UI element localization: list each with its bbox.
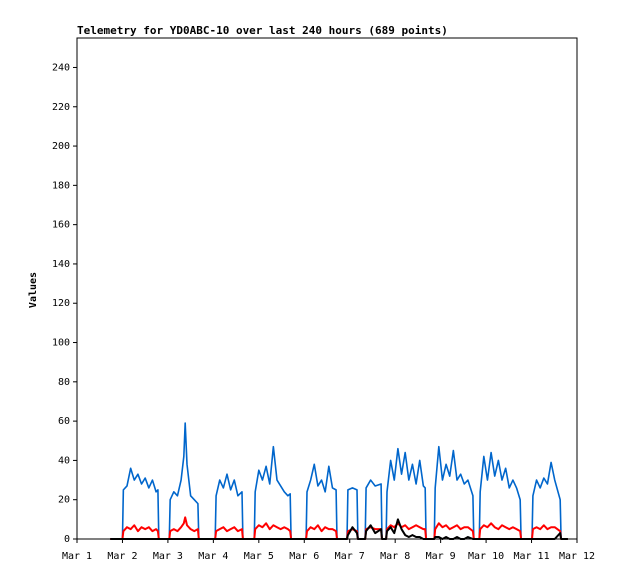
- y-tick-label: 140: [52, 259, 70, 270]
- y-tick-label: 20: [58, 495, 70, 506]
- y-tick-label: 120: [52, 298, 70, 309]
- series-line: [110, 518, 568, 540]
- x-tick-label: Mar 4: [198, 551, 228, 562]
- x-tick-label: Mar 12: [559, 551, 595, 562]
- y-tick-label: 40: [58, 455, 70, 466]
- x-tick-label: Mar 8: [380, 551, 410, 562]
- y-axis-label: Values: [28, 272, 39, 308]
- y-tick-label: 100: [52, 338, 70, 349]
- plot-frame: [76, 37, 578, 540]
- x-tick-label: Mar 7: [335, 551, 365, 562]
- y-tick-label: 200: [52, 141, 70, 152]
- y-tick-label: 160: [52, 220, 70, 231]
- x-tick-label: Mar 10: [468, 551, 504, 562]
- series-line: [110, 516, 568, 540]
- y-tick-label: 60: [58, 416, 70, 427]
- y-tick-label: 80: [58, 377, 70, 388]
- y-tick-label: 240: [52, 62, 70, 73]
- series-line: [110, 422, 568, 540]
- x-tick-label: Mar 9: [426, 551, 456, 562]
- chart-title: Telemetry for YD0ABC-10 over last 240 ho…: [77, 24, 448, 37]
- y-tick-label: 180: [52, 180, 70, 191]
- x-tick-label: Mar 11: [513, 551, 549, 562]
- y-tick-label: 0: [64, 534, 70, 545]
- x-tick-label: Mar 3: [153, 551, 183, 562]
- x-tick-label: Mar 6: [289, 551, 319, 562]
- y-tick-label: 220: [52, 102, 70, 113]
- x-tick-label: Mar 5: [244, 551, 274, 562]
- x-tick-label: Mar 1: [62, 551, 92, 562]
- x-tick-label: Mar 2: [107, 551, 137, 562]
